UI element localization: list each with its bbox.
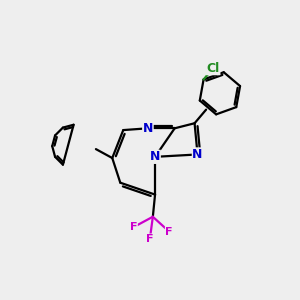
Text: Cl: Cl: [207, 61, 220, 75]
Text: N: N: [192, 148, 203, 161]
Text: N: N: [150, 150, 160, 163]
Text: F: F: [146, 234, 154, 244]
Text: N: N: [143, 122, 153, 135]
Text: F: F: [130, 222, 137, 232]
Text: F: F: [165, 226, 173, 237]
